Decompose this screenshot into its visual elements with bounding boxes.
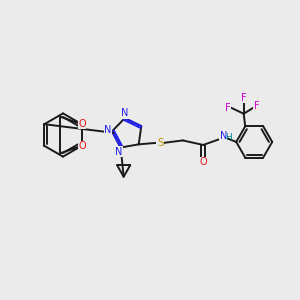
Text: N: N	[121, 108, 128, 118]
Text: F: F	[225, 103, 230, 113]
Text: F: F	[254, 101, 259, 111]
Text: N: N	[104, 125, 112, 135]
Text: O: O	[200, 157, 207, 167]
Text: O: O	[78, 119, 86, 129]
Text: S: S	[157, 138, 164, 148]
Text: N: N	[220, 131, 227, 141]
Text: N: N	[116, 147, 123, 157]
Text: O: O	[78, 141, 86, 151]
Text: H: H	[225, 133, 232, 142]
Text: F: F	[241, 92, 247, 103]
